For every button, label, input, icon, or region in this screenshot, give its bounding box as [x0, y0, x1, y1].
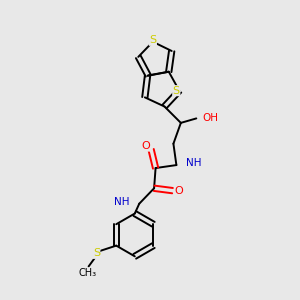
- Text: O: O: [175, 186, 183, 196]
- Text: S: S: [173, 86, 180, 96]
- Text: O: O: [141, 141, 150, 151]
- Text: NH: NH: [114, 197, 130, 207]
- Text: OH: OH: [203, 113, 219, 123]
- Text: CH₃: CH₃: [78, 268, 96, 278]
- Text: S: S: [149, 35, 156, 45]
- Text: NH: NH: [186, 158, 201, 168]
- Text: S: S: [93, 248, 100, 258]
